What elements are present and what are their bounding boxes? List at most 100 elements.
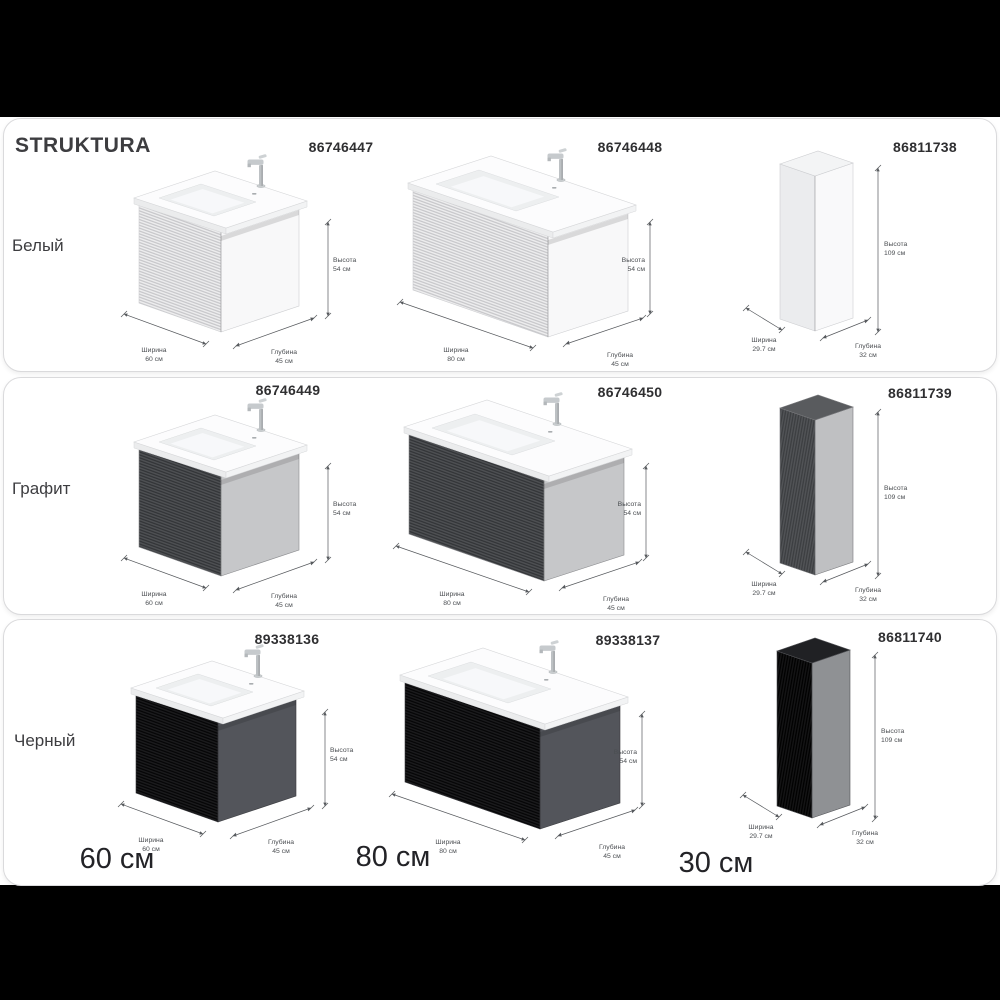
- faucet-icon: [247, 154, 267, 188]
- cabinet-front-face: [776, 650, 813, 819]
- product-figure: Ширина 60 см Глубина 45 см Высота 54 см: [106, 152, 361, 367]
- width-dimension: Ширина 29.7 см: [739, 791, 783, 840]
- height-dimension: Высота 54 см: [324, 218, 357, 320]
- width-dimension: Ширина 80 см: [396, 298, 537, 363]
- width-dimension: Ширина 60 см: [117, 800, 207, 853]
- slab-shadow: [544, 458, 624, 489]
- dimension-label: Ширина: [138, 837, 163, 844]
- dimension-label: Ширина: [751, 581, 776, 588]
- dimension-value: 60 см: [145, 356, 163, 363]
- width-dimension: Ширина 29.7 см: [742, 304, 786, 353]
- height-dimension: Высота 109 см: [871, 651, 905, 823]
- dimension-label: Высота: [330, 747, 354, 754]
- basin-bottom: [170, 433, 245, 458]
- dimension-value: 45 см: [272, 848, 290, 855]
- depth-dimension: Глубина 32 см: [816, 803, 878, 846]
- dimension-label: Глубина: [852, 829, 878, 837]
- product-code: 86746447: [308, 139, 374, 155]
- faucet-icon: [247, 398, 267, 432]
- dimension-label: Высота: [884, 241, 908, 248]
- height-dimension: Высота 54 см: [614, 710, 646, 810]
- dimension-value: 109 см: [881, 737, 903, 744]
- dimension-value: 109 см: [884, 494, 906, 501]
- width-dimension: Ширина 60 см: [120, 554, 210, 607]
- collection-title: STRUKTURA: [15, 134, 152, 157]
- depth-dimension: Глубина 45 см: [562, 314, 647, 368]
- basin-bottom: [446, 420, 541, 452]
- dimension-label: Ширина: [443, 347, 468, 354]
- overflow-slot: [252, 193, 257, 195]
- dimension-value: 45 см: [275, 358, 293, 365]
- height-dimension: Высота 54 см: [321, 708, 354, 810]
- width-dimension: Ширина 80 см: [392, 542, 533, 607]
- product-code: 86811739: [888, 385, 952, 401]
- height-dimension: Высота 54 см: [618, 462, 650, 562]
- width-dimension: Ширина 80 см: [388, 790, 529, 855]
- product-code: 86746448: [597, 139, 663, 155]
- dimension-label: Глубина: [599, 843, 625, 851]
- slab-shadow: [221, 210, 299, 241]
- dimension-value: 45 см: [611, 361, 629, 368]
- dimension-value: 45 см: [603, 853, 621, 860]
- slab-shadow: [218, 700, 296, 731]
- height-dimension: Высота 54 см: [622, 218, 654, 318]
- depth-dimension: Глубина 45 см: [232, 558, 318, 609]
- dimension-value: 109 см: [884, 250, 906, 257]
- dimension-value: 29.7 см: [749, 833, 773, 840]
- letterbox-top: [0, 0, 1000, 117]
- letterbox-bottom: [0, 885, 1000, 1000]
- dimension-label: Высота: [614, 749, 638, 756]
- dimension-label: Ширина: [141, 591, 166, 598]
- dimension-label: Глубина: [268, 838, 294, 846]
- height-dimension: Высота 109 см: [874, 164, 908, 336]
- height-dimension: Высота 109 см: [874, 408, 908, 580]
- dimension-label: Глубина: [855, 586, 881, 594]
- basin-bottom: [450, 176, 545, 208]
- dimension-value: 54 см: [330, 756, 348, 763]
- basin-bottom: [442, 668, 537, 700]
- product-figure: Ширина 29.7 см Глубина 32 см Высота 109 см: [738, 146, 918, 368]
- product-figure: Ширина 60 см Глубина 45 см Высота 54 см: [103, 642, 358, 857]
- row-color-label: Графит: [12, 479, 71, 498]
- dimension-label: Ширина: [141, 347, 166, 354]
- product-figure: Ширина 80 см Глубина 45 см Высота 54 см: [396, 146, 698, 371]
- dimension-label: Высота: [618, 501, 642, 508]
- product-code: 86811740: [878, 629, 942, 645]
- depth-dimension: Глубина 45 см: [229, 804, 315, 855]
- width-dimension: Ширина 60 см: [120, 310, 210, 363]
- height-dimension: Высота 54 см: [324, 462, 357, 564]
- dimension-value: 32 см: [859, 596, 877, 603]
- size-label: 30 см: [678, 847, 754, 879]
- row-color-label: Черный: [14, 731, 76, 750]
- product-code: 86746449: [255, 382, 321, 398]
- dimension-value: 60 см: [142, 846, 160, 853]
- dimension-label: Высота: [333, 501, 357, 508]
- overflow-slot: [252, 437, 257, 439]
- dimension-value: 45 см: [607, 605, 625, 612]
- faucet-icon: [547, 148, 567, 182]
- depth-dimension: Глубина 45 см: [554, 806, 639, 860]
- overflow-slot: [544, 679, 549, 681]
- dimension-label: Ширина: [748, 824, 773, 831]
- depth-dimension: Глубина 45 см: [232, 314, 318, 365]
- faucet-icon: [539, 640, 559, 674]
- faucet-icon: [244, 644, 264, 678]
- slab-shadow: [548, 214, 628, 245]
- dimension-value: 60 см: [145, 600, 163, 607]
- dimension-value: 54 см: [623, 510, 641, 517]
- product-figure: Ширина 80 см Глубина 45 см Высота 54 см: [392, 390, 694, 615]
- slab-shadow: [540, 706, 620, 737]
- product-code: 86746450: [597, 384, 663, 400]
- product-code: 86811738: [893, 139, 957, 155]
- dimension-label: Ширина: [439, 591, 464, 598]
- dimension-label: Ширина: [751, 337, 776, 344]
- cabinet-side-face: [814, 406, 854, 576]
- basin-bottom: [167, 679, 242, 704]
- overflow-slot: [249, 683, 254, 685]
- dimension-label: Глубина: [271, 348, 297, 356]
- dimension-value: 54 см: [619, 758, 637, 765]
- product-code: 89338136: [254, 631, 320, 647]
- depth-dimension: Глубина 45 см: [558, 558, 643, 612]
- dimension-value: 54 см: [333, 266, 351, 273]
- dimension-value: 80 см: [443, 600, 461, 607]
